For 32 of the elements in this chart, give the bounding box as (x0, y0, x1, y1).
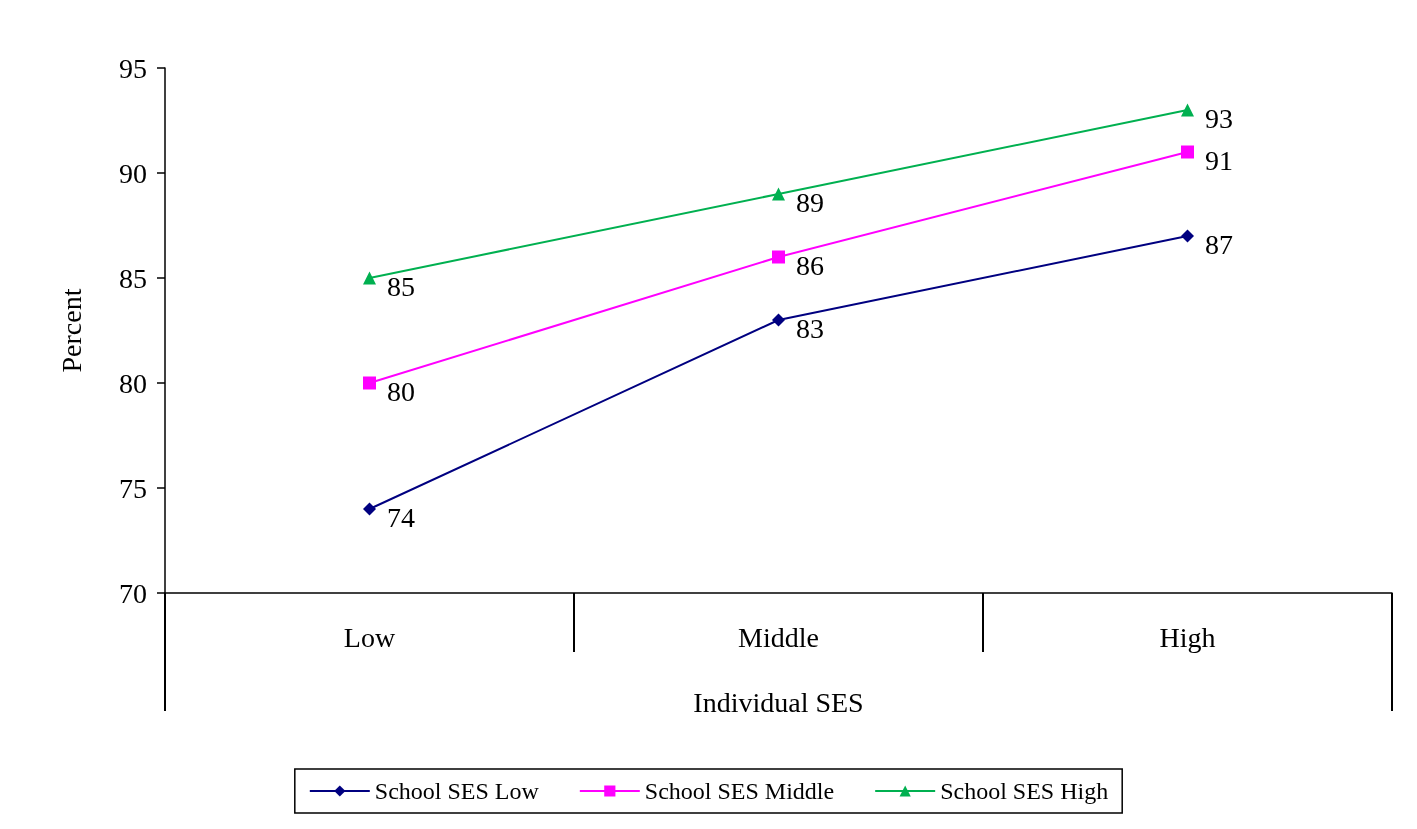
point (772, 250, 785, 264)
x-tick-label: Middle (738, 621, 819, 653)
point (363, 271, 376, 285)
y-axis-title: Percent (55, 288, 87, 373)
y-tick-label: 90 (119, 157, 147, 189)
data-label: 80 (387, 375, 415, 407)
point (363, 502, 376, 516)
point (772, 313, 785, 327)
point (363, 376, 376, 390)
point (1181, 229, 1194, 243)
x-axis-title: Individual SES (693, 686, 864, 718)
y-tick-label: 95 (119, 52, 147, 84)
point (1181, 145, 1194, 159)
data-label: 91 (1205, 144, 1233, 176)
y-tick-label: 85 (119, 262, 147, 294)
data-label: 89 (796, 186, 824, 218)
x-tick-label: Low (343, 621, 396, 653)
data-label: 87 (1205, 228, 1233, 260)
y-tick-label: 70 (119, 577, 147, 609)
data-label: 74 (387, 501, 415, 533)
data-label: 85 (387, 270, 415, 302)
legend-label: School SES Low (374, 778, 540, 804)
point (772, 187, 785, 201)
data-label: 93 (1205, 102, 1233, 134)
legend-label: School SES Middle (644, 778, 835, 804)
point (1181, 103, 1194, 117)
legend-label: School SES High (940, 778, 1109, 804)
data-label: 83 (796, 312, 824, 344)
data-label: 86 (796, 249, 824, 281)
x-tick-label: High (1159, 621, 1216, 653)
y-tick-label: 80 (119, 367, 147, 399)
y-tick-label: 75 (119, 472, 147, 504)
